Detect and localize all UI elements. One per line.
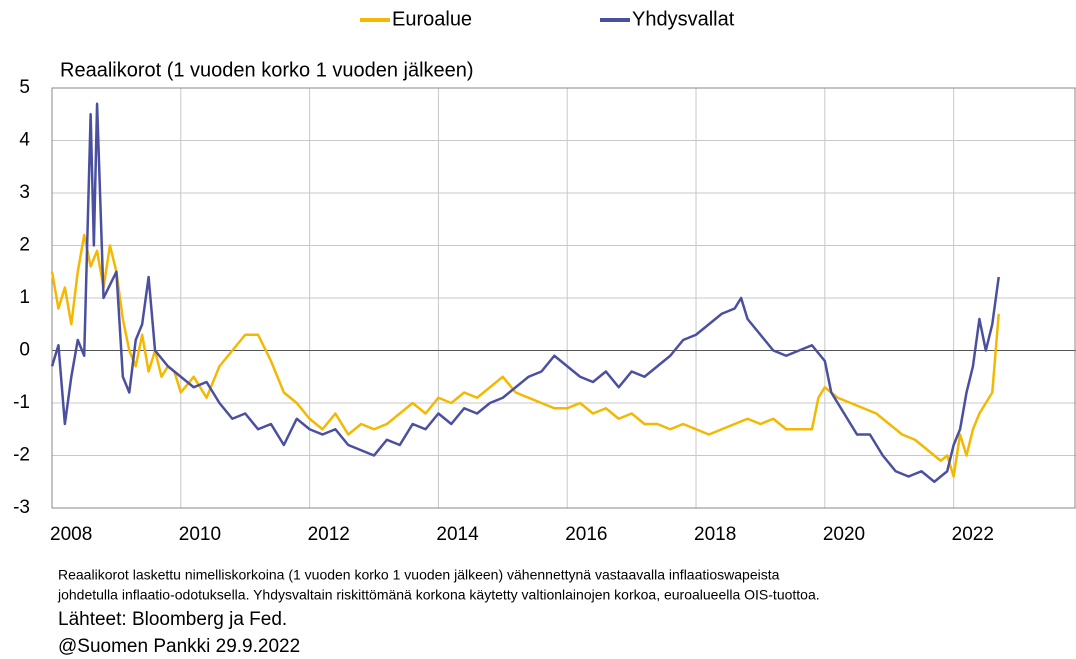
x-tick-label: 2010 — [179, 524, 221, 545]
y-tick-label: 1 — [19, 287, 30, 308]
x-tick-label: 2018 — [694, 524, 736, 545]
series-line — [50, 102, 1000, 483]
x-tick-label: 2016 — [565, 524, 607, 545]
y-tick-label: 3 — [19, 182, 30, 203]
x-tick-label: 2014 — [436, 524, 479, 545]
x-tick-label: 2020 — [823, 524, 865, 545]
y-tick-label: -1 — [13, 392, 30, 413]
y-tick-label: 0 — [19, 340, 30, 361]
y-tick-label: -3 — [13, 497, 30, 518]
x-tick-label: 2012 — [308, 524, 350, 545]
chart-title: Reaalikorot (1 vuoden korko 1 vuoden jäl… — [60, 59, 474, 81]
y-tick-label: 2 — [19, 235, 30, 256]
x-tick-label: 2008 — [50, 524, 92, 545]
note: johdetulla inflaatio-odotuksella. Yhdysv… — [57, 587, 820, 603]
series-line — [50, 233, 1000, 478]
y-tick-label: -2 — [13, 445, 30, 466]
x-tick-label: 2022 — [952, 524, 994, 545]
legend-label: Euroalue — [392, 8, 472, 30]
note: Reaalikorot laskettu nimelliskorkoina (1… — [58, 567, 780, 583]
plot-frame — [51, 87, 1076, 509]
y-tick-label: 4 — [19, 130, 30, 151]
legend-label: Yhdysvallat — [632, 8, 735, 30]
source: Lähteet: Bloomberg ja Fed. — [58, 609, 287, 630]
y-tick-label: 5 — [19, 77, 30, 98]
credit: @Suomen Pankki 29.9.2022 — [58, 636, 300, 657]
